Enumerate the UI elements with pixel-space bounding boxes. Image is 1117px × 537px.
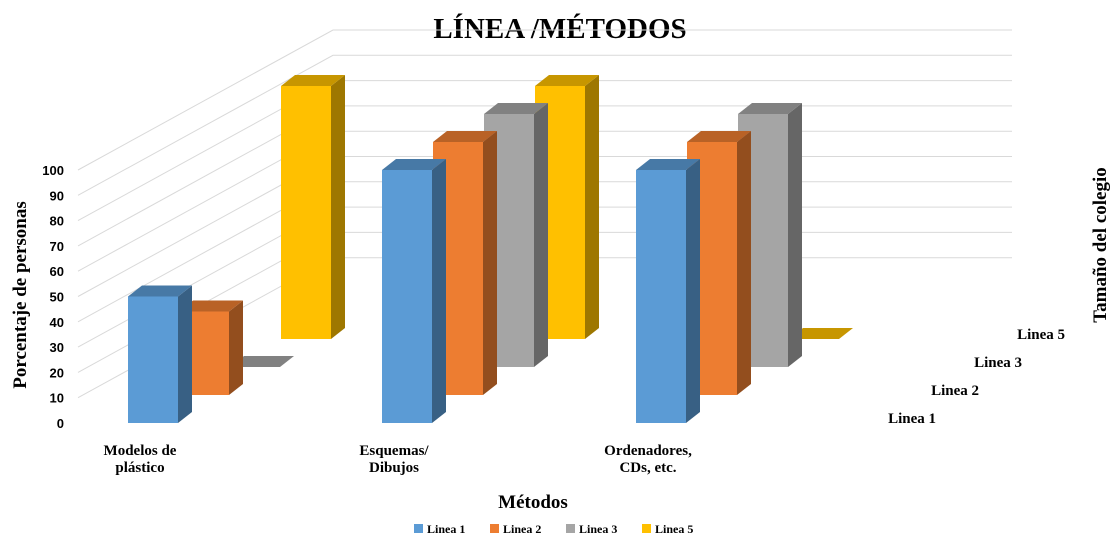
legend-label: Linea 1 [427, 522, 465, 536]
y-tick-label: 70 [50, 239, 64, 254]
legend-swatch [414, 524, 423, 533]
legend-label: Linea 2 [503, 522, 541, 536]
bar [281, 75, 345, 339]
gridline [77, 29, 1012, 171]
depth-axis-title: Tamaño del colegio [1090, 167, 1111, 323]
legend-item: Linea 5 [642, 522, 693, 536]
x-axis-title: Métodos [498, 492, 568, 513]
legend: Linea 1 Linea 2 Linea 3 Linea 5 [414, 522, 693, 536]
legend-label: Linea 5 [655, 522, 693, 536]
y-tick-label: 60 [50, 264, 64, 279]
y-tick-label: 30 [50, 340, 64, 355]
chart-title: LÍNEA /MÉTODOS [433, 12, 686, 45]
legend-item: Linea 3 [566, 522, 617, 536]
legend-label: Linea 3 [579, 522, 617, 536]
y-axis-ticks: 0 10 20 30 40 50 60 70 80 90 100 [42, 163, 64, 431]
y-axis-title: Porcentaje de personas [10, 201, 31, 389]
x-axis-categories: Modelos de plástico Esquemas/Dibujos Ordena… [104, 443, 693, 476]
bar [789, 328, 853, 339]
y-tick-label: 80 [50, 214, 64, 229]
depth-axis-labels: Linea 1 Linea 2 Linea 3 Linea 5 [888, 327, 1065, 427]
y-tick-label: 100 [42, 163, 64, 178]
legend-swatch [490, 524, 499, 533]
bars [128, 75, 853, 423]
category-label: Esquemas/Dibujos [359, 443, 429, 476]
bar [636, 159, 700, 423]
y-tick-label: 10 [50, 391, 64, 406]
bar [128, 285, 192, 423]
bar [230, 356, 294, 367]
legend-swatch [642, 524, 651, 533]
depth-label: Linea 5 [1017, 327, 1065, 343]
depth-label: Linea 1 [888, 411, 936, 427]
category-label: Modelos de plástico [104, 443, 177, 476]
y-tick-label: 90 [50, 188, 64, 203]
depth-label: Linea 2 [931, 383, 979, 399]
legend-item: Linea 2 [490, 522, 541, 536]
y-tick-label: 50 [50, 290, 64, 305]
legend-item: Linea 1 [414, 522, 465, 536]
bar [382, 159, 446, 423]
y-tick-label: 0 [57, 416, 64, 431]
depth-label: Linea 3 [974, 355, 1022, 371]
gridline [77, 54, 1012, 196]
y-tick-label: 40 [50, 315, 64, 330]
legend-swatch [566, 524, 575, 533]
y-tick-label: 20 [50, 365, 64, 380]
category-label: Ordenadores, CDs, etc. [604, 443, 692, 476]
